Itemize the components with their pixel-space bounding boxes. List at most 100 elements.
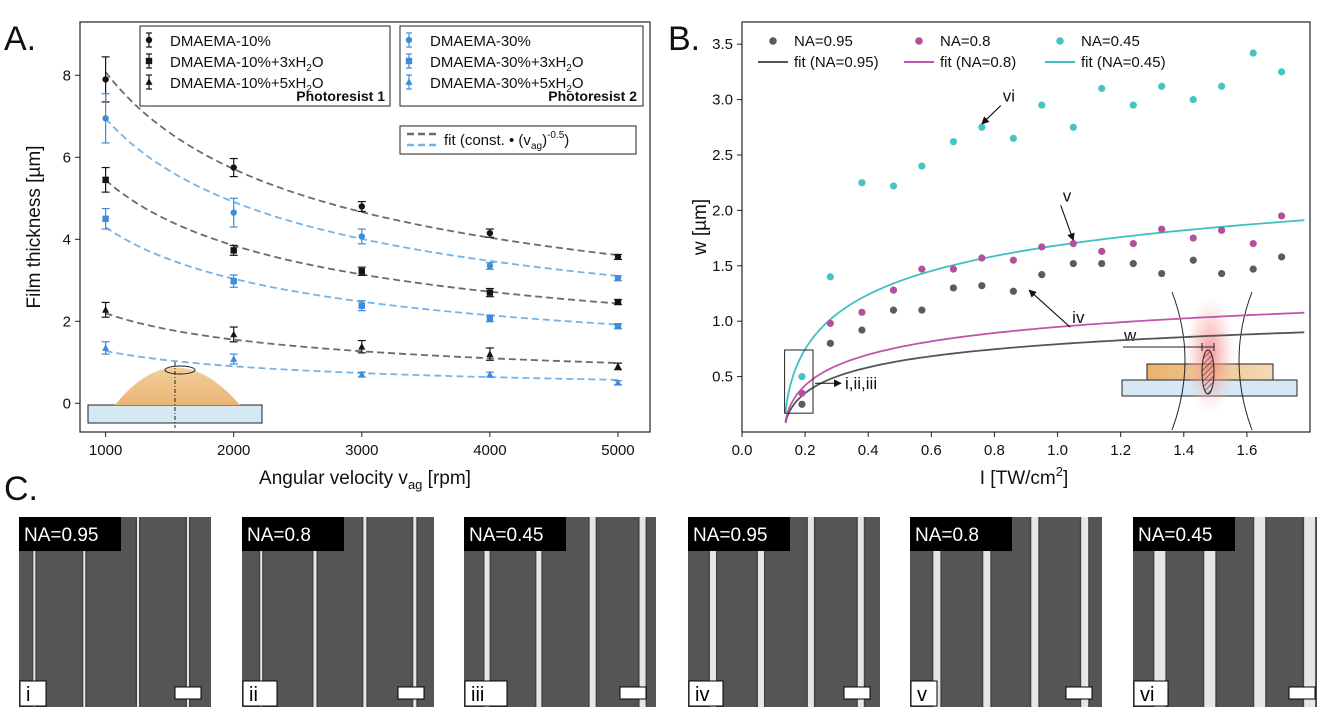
scale-bar bbox=[174, 686, 202, 700]
written-line bbox=[1204, 517, 1216, 707]
data-point bbox=[358, 268, 365, 275]
scale-bar bbox=[619, 686, 647, 700]
data-point bbox=[889, 286, 898, 294]
legend-entry-text: DMAEMA-30% bbox=[430, 33, 531, 50]
annotation-label: iv bbox=[1072, 308, 1085, 327]
x-tick-label: 0.4 bbox=[858, 442, 879, 459]
legend-b: NA=0.95 fit (NA=0.95) NA=0.8 fit (NA=0.8) NA… bbox=[758, 33, 1166, 71]
data-point bbox=[918, 265, 926, 273]
legend-marker bbox=[405, 36, 413, 44]
legend-entry-sub: 2 bbox=[306, 84, 312, 95]
y-tick-label: 1.5 bbox=[712, 258, 733, 275]
written-line bbox=[807, 517, 814, 707]
written-line bbox=[536, 517, 542, 707]
y-tick-label: 2.0 bbox=[712, 202, 733, 219]
written-line bbox=[363, 517, 367, 707]
data-point bbox=[1009, 287, 1017, 295]
panel-label-a: A. bbox=[4, 20, 36, 58]
id-label-box bbox=[19, 680, 47, 707]
data-point bbox=[978, 123, 986, 131]
legend-entry-tail: O bbox=[572, 54, 584, 71]
legend-series-label: NA=0.45 bbox=[1081, 33, 1140, 50]
y-tick-label: 0.5 bbox=[712, 369, 733, 386]
x-tick-label: 3000 bbox=[345, 442, 378, 459]
data-point bbox=[1038, 271, 1046, 279]
data-point bbox=[826, 273, 834, 281]
voxel-icon bbox=[1201, 349, 1215, 395]
annotation-label: i,ii,iii bbox=[845, 374, 877, 393]
data-point bbox=[798, 372, 806, 381]
y-tick-label: 4 bbox=[63, 231, 71, 248]
annotation-label: v bbox=[1063, 186, 1072, 205]
legend-entry-label: DMAEMA-10% bbox=[170, 33, 271, 50]
data-point bbox=[230, 164, 237, 171]
scale-bar bbox=[1065, 686, 1093, 700]
xlabel-b-main: I [TW/cm bbox=[980, 468, 1056, 489]
micrograph-ii: NA=0.8 ii bbox=[242, 517, 434, 707]
data-point bbox=[826, 319, 834, 328]
xlabel-a-unit: [rpm] bbox=[422, 468, 471, 489]
written-line bbox=[589, 517, 596, 707]
x-tick-label: 0.0 bbox=[732, 442, 753, 459]
data-point bbox=[486, 370, 494, 378]
data-point bbox=[614, 362, 622, 370]
data-point bbox=[949, 265, 958, 273]
legend-entry-label: DMAEMA-30%+5xH2O bbox=[430, 75, 584, 95]
legend-box-2 bbox=[399, 25, 644, 107]
data-point bbox=[102, 176, 109, 184]
y-tick-label: 8 bbox=[63, 67, 71, 84]
x-tick-label: 1.0 bbox=[1047, 442, 1068, 459]
data-point bbox=[614, 275, 622, 282]
xlabel-a-sub: ag bbox=[408, 477, 422, 492]
data-point bbox=[1038, 101, 1046, 109]
data-point bbox=[1158, 225, 1166, 233]
y-tick-label: 2 bbox=[63, 313, 71, 330]
legend-fit-label: fit (NA=0.45) bbox=[1081, 54, 1166, 71]
legend-entry-sub: 2 bbox=[566, 84, 572, 95]
written-line bbox=[1031, 517, 1039, 707]
panel-label-c: C. bbox=[4, 470, 38, 508]
na-label-box bbox=[464, 517, 566, 551]
data-point bbox=[1249, 240, 1257, 248]
data-point bbox=[1098, 259, 1106, 268]
micrograph-iv: NA=0.95 iv bbox=[688, 517, 880, 707]
legend-group-1: DMAEMA-10%DMAEMA-10%+3xH2ODMAEMA-10%+5xH… bbox=[139, 25, 391, 107]
written-line bbox=[857, 517, 864, 707]
legend-marker bbox=[145, 78, 153, 85]
x-tick-label: 1.2 bbox=[1110, 442, 1131, 459]
written-line bbox=[639, 517, 646, 707]
legend-title-2: Photoresist 2 bbox=[548, 88, 637, 104]
written-line bbox=[260, 517, 263, 707]
data-point bbox=[1278, 253, 1286, 261]
id-label: vi bbox=[1140, 684, 1154, 706]
legend-fit-label-tail: ) bbox=[542, 132, 547, 149]
written-line bbox=[484, 517, 490, 707]
data-point bbox=[1189, 256, 1197, 264]
y-tick-label: 6 bbox=[63, 149, 71, 166]
data-point bbox=[1249, 265, 1257, 273]
legend-fit-label-main: fit (const. • (v bbox=[444, 132, 531, 149]
fit-curve-b-2 bbox=[784, 219, 1305, 413]
data-point bbox=[826, 339, 834, 347]
data-point bbox=[102, 305, 110, 313]
written-line bbox=[757, 517, 764, 707]
xlabel-a-main: Angular velocity v bbox=[259, 468, 408, 489]
inset-w-label: w bbox=[1123, 326, 1137, 345]
data-point bbox=[230, 330, 238, 338]
annotation-arrow bbox=[1060, 205, 1075, 242]
fit-curve-b-0 bbox=[784, 331, 1305, 424]
data-point bbox=[798, 400, 806, 408]
y-tick-label: 0 bbox=[63, 395, 71, 412]
data-point bbox=[102, 115, 109, 122]
panel-b-chart: w 0.0 0.2 0.4 0.6 0.8 1.0 1.2 1.4 1.6 0.5 1.0 1.5 2.… bbox=[690, 21, 1311, 489]
spin-coating-inset bbox=[87, 362, 263, 428]
na-label-box bbox=[19, 517, 121, 551]
legend-group-2: DMAEMA-30%DMAEMA-30%+3xH2ODMAEMA-30%+5xH… bbox=[399, 25, 644, 107]
legend-marker bbox=[1056, 37, 1064, 45]
id-label-box bbox=[242, 680, 278, 707]
droplet-icon bbox=[115, 367, 240, 405]
written-line bbox=[709, 517, 716, 707]
written-line bbox=[413, 517, 417, 707]
legend-entry-tail: O bbox=[572, 75, 584, 92]
